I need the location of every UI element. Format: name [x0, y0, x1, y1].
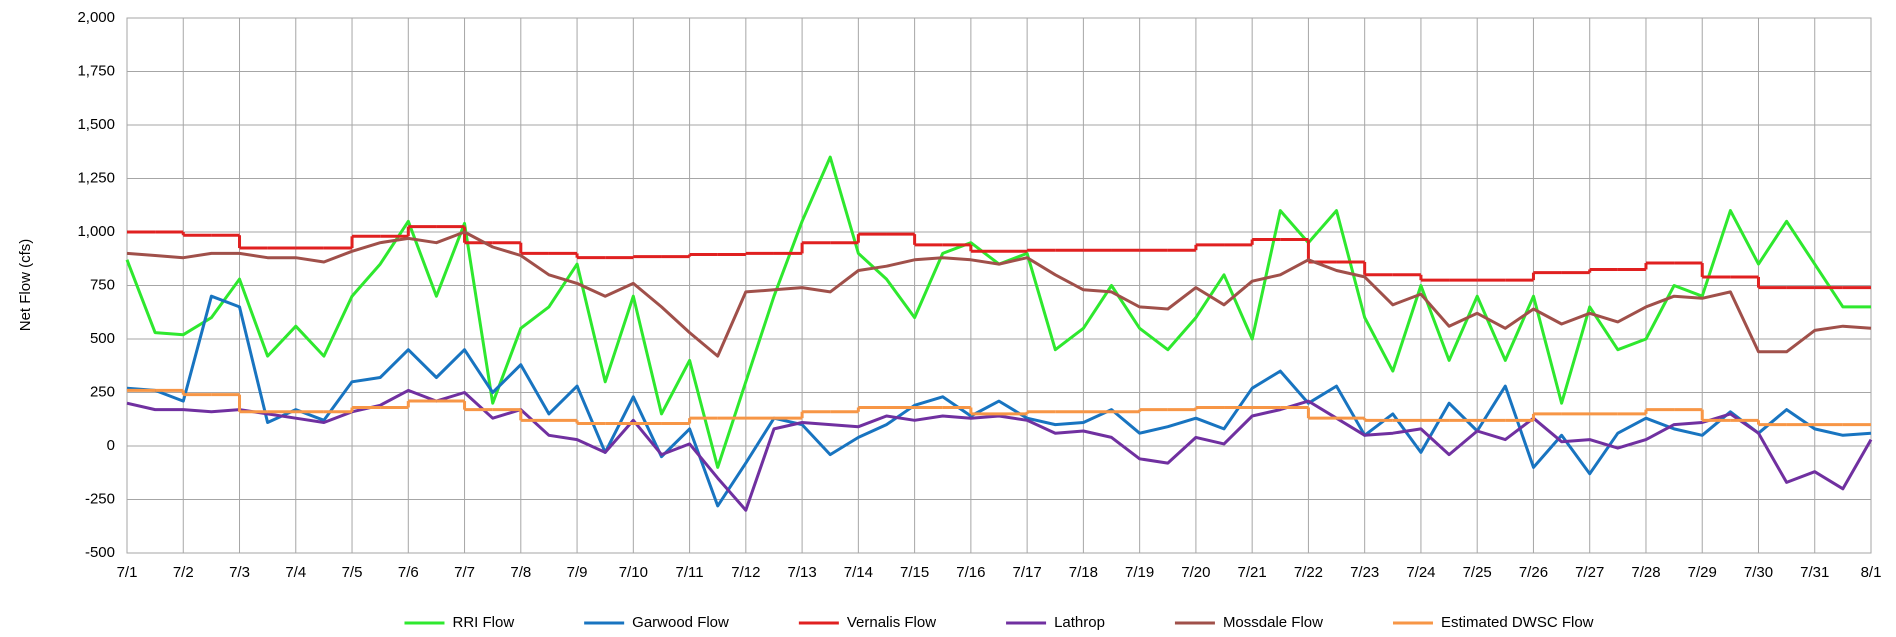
legend-label: Lathrop [1054, 614, 1105, 631]
x-tick-label: 7/31 [1800, 564, 1829, 581]
x-tick-label: 7/28 [1631, 564, 1660, 581]
y-tick-label: -500 [85, 544, 115, 561]
y-tick-label: 1,750 [77, 62, 115, 79]
step-series [127, 388, 1871, 427]
series-line [126, 230, 1872, 358]
x-tick-label: 7/30 [1744, 564, 1773, 581]
x-tick-label: 7/7 [454, 564, 475, 581]
x-tick-label: 7/21 [1238, 564, 1267, 581]
y-axis-label: Net Flow (cfs) [17, 239, 34, 332]
x-tick-label: 7/19 [1125, 564, 1154, 581]
x-tick-label: 7/20 [1181, 564, 1210, 581]
series-line [126, 388, 1873, 512]
x-tick-label: 7/8 [510, 564, 531, 581]
y-tick-label: 1,250 [77, 169, 115, 186]
x-tick-label: 7/1 [117, 564, 138, 581]
x-tick-label: 7/16 [956, 564, 985, 581]
x-tick-label: 7/13 [787, 564, 816, 581]
x-tick-label: 7/3 [229, 564, 250, 581]
legend-label: RRI Flow [452, 614, 514, 631]
x-tick-label: 7/23 [1350, 564, 1379, 581]
x-tick-label: 7/5 [342, 564, 363, 581]
legend-label: Estimated DWSC Flow [1441, 614, 1594, 631]
x-tick-label: 7/10 [619, 564, 648, 581]
x-tick-label: 7/17 [1013, 564, 1042, 581]
x-tick-label: 7/18 [1069, 564, 1098, 581]
x-tick-label: 7/15 [900, 564, 929, 581]
x-tick-label: 8/1 [1861, 564, 1882, 581]
legend: RRI Flow Garwood Flow Vernalis Flow Lathrop… [404, 614, 1594, 631]
step-series [127, 225, 1871, 290]
x-tick-label: 7/4 [285, 564, 306, 581]
x-tick-label: 7/24 [1406, 564, 1435, 581]
series-line [125, 155, 1871, 469]
x-tick-label: 7/14 [844, 564, 873, 581]
x-tick-label: 7/12 [731, 564, 760, 581]
y-tick-label: 250 [90, 383, 115, 400]
x-tick-label: 7/29 [1688, 564, 1717, 581]
y-tick-label: 1,000 [77, 223, 115, 240]
y-tick-label: 500 [90, 330, 115, 347]
y-tick-label: 750 [90, 276, 115, 293]
legend-label: Mossdale Flow [1223, 614, 1323, 631]
x-tick-label: 7/22 [1294, 564, 1323, 581]
legend-label: Garwood Flow [632, 614, 729, 631]
x-tick-label: 7/26 [1519, 564, 1548, 581]
x-tick-label: 7/2 [173, 564, 194, 581]
y-tick-label: -250 [85, 490, 115, 507]
x-tick-label: 7/9 [567, 564, 588, 581]
series-line [126, 294, 1872, 508]
x-tick-label: 7/11 [676, 564, 704, 581]
y-tick-label: 2,000 [77, 9, 115, 26]
plot-frame [126, 17, 1872, 554]
y-tick-label: 0 [107, 437, 115, 454]
x-tick-label: 7/27 [1575, 564, 1604, 581]
x-tick-label: 7/25 [1463, 564, 1492, 581]
legend-label: Vernalis Flow [847, 614, 936, 631]
x-tick-label: 7/6 [398, 564, 419, 581]
y-tick-label: 1,500 [77, 116, 115, 133]
